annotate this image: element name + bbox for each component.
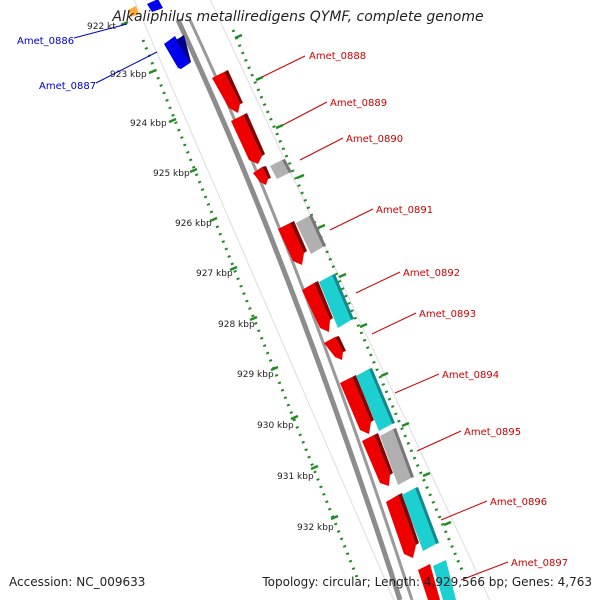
cds-feature-gray: [296, 216, 323, 254]
cds-feature-cyan: [402, 488, 436, 551]
cds-feature-amet-0895: [362, 435, 390, 486]
cds-feature-amet-0896: [386, 495, 416, 558]
cds-feature-blue: [147, 0, 163, 12]
gene-label-amet-0894[interactable]: Amet_0894: [442, 370, 499, 381]
cds-shade: [290, 221, 307, 253]
cds-shade: [309, 215, 326, 247]
cds-shade: [335, 336, 346, 352]
cds-shade: [176, 35, 191, 63]
cds-shade: [282, 159, 292, 173]
scale-label: 929 kbp: [237, 370, 274, 380]
scale-tick: 928 kbp: [218, 315, 258, 330]
cds-shade: [369, 368, 395, 424]
scale-tick: 930 kbp: [257, 414, 299, 431]
cds-feature-gray: [270, 160, 289, 179]
scale-tick: 924 kbp: [130, 117, 177, 129]
map-title: Alkaliphilus metalliredigens QYMF, compl…: [0, 9, 600, 25]
cds-feature-amet-0897: [418, 564, 440, 600]
gene-label-amet-0892[interactable]: Amet_0892: [403, 268, 460, 279]
outer-ticks: [234, 33, 452, 527]
cds-feature-cyan: [356, 369, 392, 431]
gene-label-amet-0896[interactable]: Amet_0896: [490, 497, 547, 508]
scale-label: 932 kbp: [297, 523, 334, 533]
scale-label: 931 kbp: [277, 472, 314, 482]
scale-label: 930 kbp: [257, 421, 294, 431]
scale-tick: 926 kbp: [175, 216, 218, 229]
cds-shade: [398, 493, 419, 545]
cds-features: [128, 0, 456, 600]
cds-feature-amet-0894: [340, 377, 371, 434]
gene-label-amet-0890[interactable]: Amet_0890: [346, 134, 403, 145]
scale-group: 922 kt 923 kbp 924 kbp 925 kbp 926 kbp 9…: [87, 20, 339, 533]
cds-shade: [352, 375, 374, 422]
cds-feature-amet-0892: [302, 283, 330, 332]
scale-label: 923 kbp: [110, 70, 147, 80]
cds-feature-orange: [128, 6, 139, 17]
cds-shade: [393, 428, 414, 478]
cds-feature-amet-0891: [278, 223, 304, 265]
accession-text: Accession: NC_009633: [9, 575, 146, 589]
scale-dotted-line: [141, 39, 360, 581]
scale-label: 928 kbp: [218, 320, 255, 330]
cds-feature-amet-0887: [164, 36, 190, 69]
scale-tick: 925 kbp: [153, 167, 198, 179]
gene-label-amet-0893[interactable]: Amet_0893: [419, 309, 476, 320]
scale-tick: 932 kbp: [297, 514, 339, 533]
scale-label: 926 kbp: [175, 219, 212, 229]
cds-shade: [415, 487, 439, 544]
scale-tick: 923 kbp: [110, 68, 157, 80]
label-connectors: [73, 23, 509, 581]
gene-label-amet-0897[interactable]: Amet_0897: [511, 558, 568, 569]
scale-tick: 927 kbp: [196, 265, 238, 279]
outer-dotted-line: [231, 29, 464, 571]
cds-feature-amet-0888: [212, 72, 240, 113]
cds-feature-gray: [380, 429, 411, 485]
gene-label-amet-0887[interactable]: Amet_0887: [39, 81, 96, 92]
scale-label: 927 kbp: [196, 269, 233, 279]
cds-shade: [262, 166, 271, 179]
scale-label: 924 kbp: [130, 119, 167, 129]
cds-shade: [314, 281, 333, 320]
cds-shade: [374, 433, 393, 475]
cds-feature-amet-0893: [324, 337, 343, 360]
scale-tick: 929 kbp: [237, 365, 279, 380]
cds-feature-cyan: [319, 275, 351, 328]
gene-label-amet-0888[interactable]: Amet_0888: [309, 51, 366, 62]
genome-summary-text: Topology: circular; Length: 4,929,566 bp…: [262, 575, 592, 589]
cds-shade: [332, 274, 354, 320]
gene-label-amet-0889[interactable]: Amet_0889: [330, 98, 387, 109]
backbone-line: [175, 18, 403, 600]
gene-labels: Amet_0886 Amet_0887 Amet_0888 Amet_0889 …: [17, 36, 568, 569]
cds-feature-cyan: [433, 560, 456, 600]
scale-tick: 922 kt: [87, 20, 129, 32]
backbone-line-inner: [184, 19, 408, 600]
map-title-text: Alkaliphilus metalliredigens QYMF, compl…: [112, 9, 484, 25]
scale-tick: 931 kbp: [277, 464, 319, 482]
cds-feature-amet-0889: [231, 115, 262, 164]
scale-label: 925 kbp: [153, 169, 190, 179]
scale-label: 922 kt: [87, 22, 116, 32]
gene-label-amet-0895[interactable]: Amet_0895: [464, 427, 521, 438]
cds-shade: [224, 70, 243, 104]
gene-label-amet-0891[interactable]: Amet_0891: [376, 205, 433, 216]
cds-shade: [243, 113, 265, 156]
gene-label-amet-0886[interactable]: Amet_0886: [17, 36, 74, 47]
